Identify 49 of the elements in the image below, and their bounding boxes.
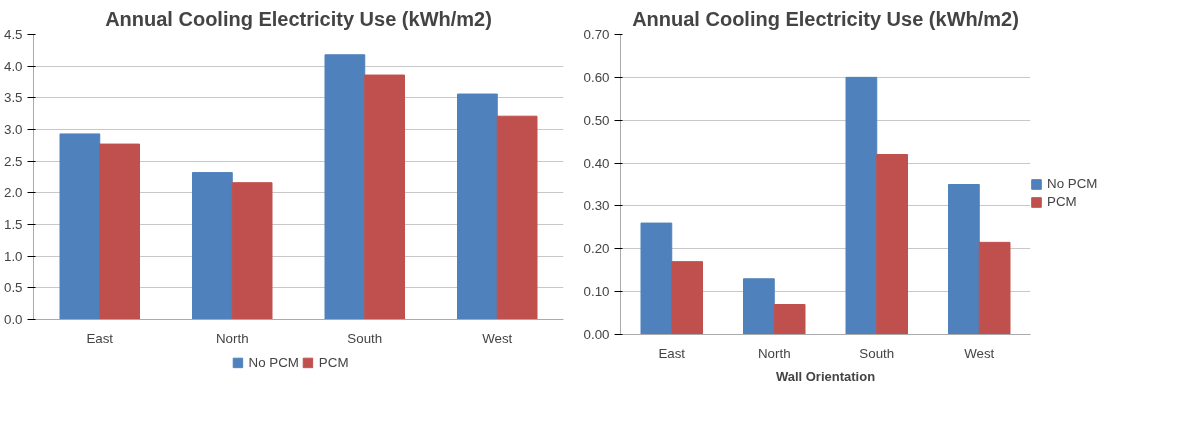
x-tick-label: North <box>215 330 249 346</box>
y-tick-label: 4.5 <box>3 27 23 42</box>
y-tick-label: 0.5 <box>3 280 23 296</box>
y-tick-label: 3.0 <box>3 122 23 137</box>
y-tick-label: 1.5 <box>3 217 23 232</box>
y-tick-label: 2.5 <box>3 153 23 169</box>
x-tick-label: South <box>347 330 383 346</box>
y-tick-label: 0.10 <box>583 284 610 300</box>
x-tick-label: West <box>482 330 513 346</box>
x-tick-label: East <box>658 345 686 361</box>
y-tick-label: 0.70 <box>583 27 610 42</box>
x-tick-label: South <box>859 345 895 361</box>
bar <box>671 261 703 335</box>
legend-label: PCM <box>1047 194 1077 209</box>
y-tick-label: 0.60 <box>583 69 610 85</box>
bar <box>640 222 673 335</box>
legend-label: No PCM <box>1047 176 1098 191</box>
bar <box>948 184 980 335</box>
bar <box>496 115 538 320</box>
chart-title: Annual Cooling Electricity Use (kWh/m2) <box>632 7 1019 30</box>
x-axis-title: Wall Orientation <box>775 368 876 384</box>
bar <box>876 154 908 335</box>
y-tick-label: 0.00 <box>583 327 610 342</box>
bar <box>59 133 101 320</box>
bar <box>192 172 233 320</box>
bar <box>99 143 140 320</box>
bar <box>773 304 806 335</box>
legend-label: No PCM <box>248 354 299 370</box>
bar <box>845 76 878 335</box>
x-tick-label: North <box>757 345 791 361</box>
bar <box>743 278 775 335</box>
y-tick-label: 0.50 <box>583 112 610 128</box>
y-tick-label: 2.0 <box>3 185 23 201</box>
y-tick-label: 3.5 <box>3 90 23 106</box>
y-tick-label: 0.40 <box>583 155 610 171</box>
y-tick-label: 1.0 <box>3 248 23 264</box>
bar <box>978 241 1011 335</box>
bar <box>231 182 273 320</box>
x-tick-label: West <box>964 345 995 361</box>
y-tick-label: 0.0 <box>3 312 23 327</box>
bar <box>364 74 405 320</box>
y-tick-label: 0.30 <box>583 198 610 214</box>
x-tick-label: East <box>86 330 114 346</box>
y-tick-label: 4.0 <box>3 58 23 74</box>
y-tick-label: 0.20 <box>583 241 610 257</box>
chart-title: Annual Cooling Electricity Use (kWh/m2) <box>105 7 492 30</box>
bar <box>324 54 366 320</box>
bar <box>457 93 498 320</box>
legend-label: PCM <box>318 354 349 370</box>
